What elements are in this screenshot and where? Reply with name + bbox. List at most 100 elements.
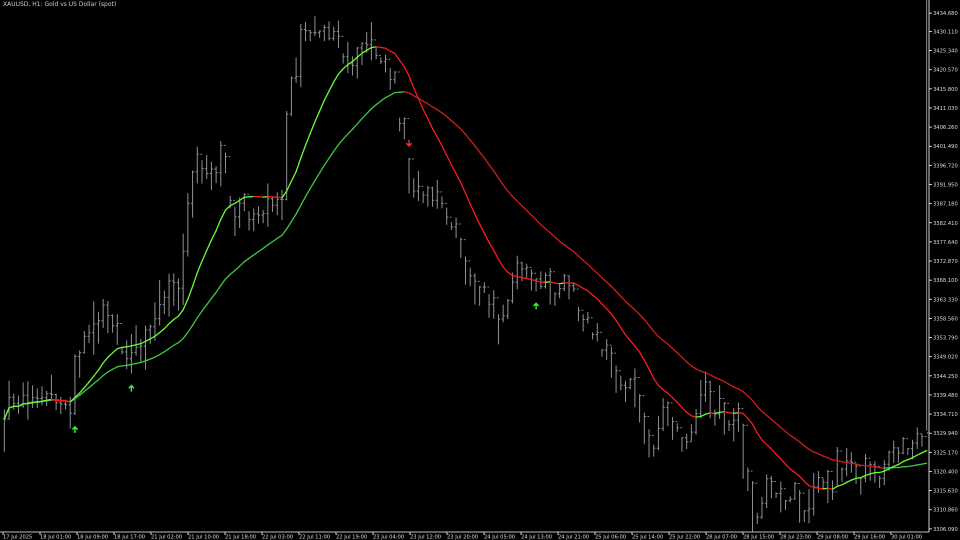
price-bar	[153, 302, 157, 341]
slow-ma-segment	[841, 461, 848, 464]
fast-ma-segment	[168, 318, 175, 325]
slow-ma-segment	[817, 453, 824, 457]
slow-ma-segment	[831, 459, 838, 462]
slow-ma-segment	[700, 370, 707, 374]
price-bar	[670, 402, 675, 440]
price-tick-label: 3406.260	[933, 125, 958, 131]
slow-ma-segment	[389, 91, 396, 96]
fast-ma-segment	[460, 182, 467, 194]
time-tick-label: 29 Jul 08:00	[817, 535, 848, 540]
price-bar	[539, 271, 543, 289]
price-bar	[54, 393, 58, 411]
price-bar	[350, 56, 355, 76]
price-bar	[355, 47, 359, 79]
slow-ma-segment	[267, 240, 274, 246]
price-bar	[821, 476, 825, 489]
fast-ma-segment	[624, 334, 631, 342]
fast-ma-segment	[813, 486, 820, 489]
fast-ma-segment	[803, 480, 810, 487]
price-bar	[73, 354, 77, 415]
slow-ma-segment	[130, 362, 137, 366]
fast-ma-segment	[173, 315, 180, 321]
price-bar	[318, 30, 322, 38]
slow-ma-segment	[596, 272, 603, 279]
slow-ma-segment	[511, 195, 518, 202]
price-bar	[708, 380, 712, 419]
slow-ma-segment	[347, 128, 354, 135]
slow-ma-segment	[446, 116, 453, 122]
slow-ma-segment	[756, 405, 763, 413]
fast-ma-segment	[770, 448, 777, 455]
fast-ma-segment	[921, 449, 928, 454]
price-bar	[614, 352, 618, 393]
price-tick-label: 3334.710	[933, 412, 958, 418]
price-bar	[666, 401, 670, 427]
slow-ma-segment	[803, 445, 810, 450]
slow-ma-segment	[568, 247, 575, 253]
moving-averages	[3, 46, 928, 490]
price-tick-label: 3372.870	[933, 259, 958, 265]
fast-ma-segment	[737, 411, 744, 415]
fast-ma-segment	[620, 327, 627, 336]
price-bar	[487, 286, 491, 318]
price-bar	[322, 24, 326, 42]
price-bar	[906, 438, 910, 456]
price-bar	[374, 39, 378, 60]
price-bar	[308, 29, 312, 42]
price-bar	[449, 216, 453, 231]
fast-ma-segment	[478, 223, 485, 234]
price-bar	[581, 309, 585, 332]
price-tick-label: 3339.480	[933, 393, 958, 399]
slow-ma-segment	[97, 374, 104, 381]
slow-ma-segment	[690, 365, 697, 370]
price-bar	[652, 434, 656, 457]
fast-ma-segment	[493, 249, 500, 260]
fast-ma-segment	[662, 389, 669, 394]
price-bar	[473, 273, 477, 305]
fast-ma-segment	[535, 280, 542, 283]
fast-ma-segment	[224, 204, 231, 211]
fast-ma-segment	[450, 164, 457, 175]
slow-ma-segment	[827, 457, 834, 461]
price-bar	[525, 263, 529, 278]
price-bar	[247, 193, 251, 231]
price-bar	[303, 21, 308, 42]
fast-ma-segment	[427, 118, 434, 130]
fast-ma-segment	[817, 487, 824, 490]
slow-ma-segment	[78, 390, 85, 397]
fast-ma-segment	[554, 282, 561, 285]
fast-ma-segment	[591, 294, 598, 300]
slow-ma-segment	[234, 265, 241, 272]
slow-ma-segment	[615, 290, 622, 298]
price-bar	[633, 368, 637, 408]
fast-ma-segment	[850, 477, 857, 481]
price-bar	[558, 283, 562, 299]
fast-ma-segment	[69, 396, 76, 403]
fast-ma-segment	[196, 260, 203, 274]
slow-ma-segment	[173, 341, 180, 347]
price-tick-label: 3344.250	[933, 374, 958, 380]
slow-ma-segment	[577, 255, 584, 262]
slow-ma-segment	[366, 108, 373, 115]
price-bar	[576, 288, 581, 322]
time-tick-label: 28 Jul 07:00	[706, 535, 737, 540]
slow-ma-segment	[610, 285, 617, 292]
price-bar	[270, 196, 275, 212]
fast-ma-segment	[780, 458, 787, 465]
fast-ma-segment	[530, 278, 537, 282]
fast-ma-segment	[111, 348, 118, 354]
slow-ma-segment	[681, 356, 688, 363]
price-bar	[915, 427, 919, 450]
slow-ma-segment	[822, 455, 829, 459]
price-bar	[383, 54, 388, 73]
price-bar	[125, 340, 129, 370]
price-bar	[158, 280, 162, 326]
slow-ma-segment	[864, 464, 871, 467]
fast-ma-segment	[822, 487, 829, 490]
fast-ma-segment	[573, 282, 580, 287]
fast-ma-segment	[220, 209, 227, 221]
price-bar	[285, 110, 289, 201]
slow-ma-segment	[238, 261, 245, 267]
